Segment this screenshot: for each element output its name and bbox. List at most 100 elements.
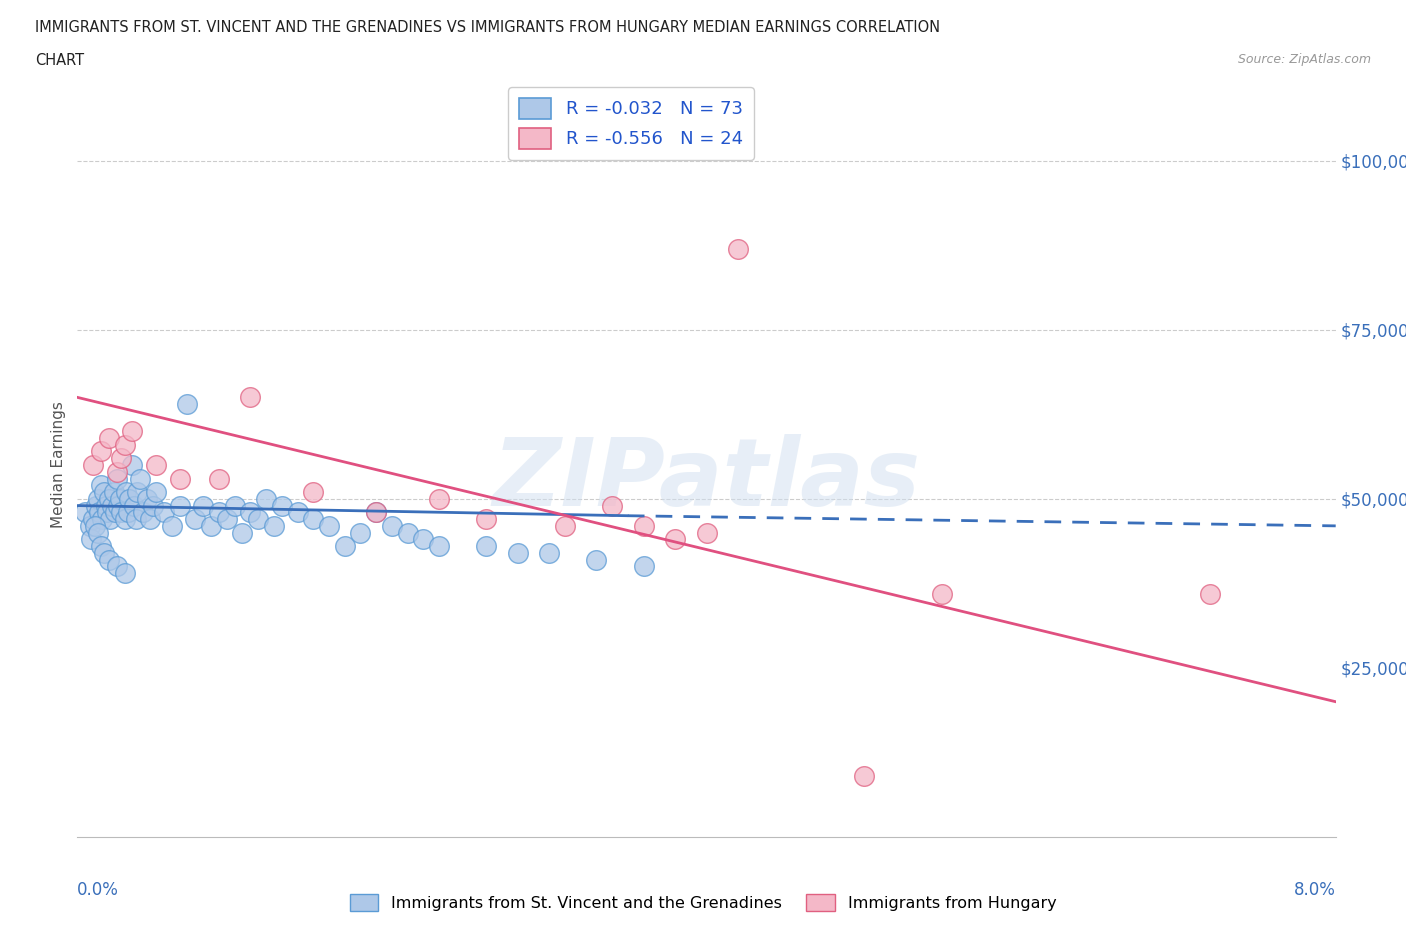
Point <box>184 512 207 526</box>
Text: CHART: CHART <box>35 53 84 68</box>
Point <box>200 518 222 533</box>
Point <box>93 485 115 499</box>
Point <box>145 485 167 499</box>
Point <box>121 458 143 472</box>
Point <box>396 525 419 540</box>
Point <box>633 518 655 533</box>
Point <box>90 444 112 458</box>
Point <box>83 518 105 533</box>
Point <box>138 512 160 526</box>
Point <box>208 472 231 486</box>
Point <box>302 485 325 499</box>
Point <box>191 498 215 513</box>
Point <box>107 498 129 513</box>
Point <box>412 532 434 547</box>
Point <box>96 505 118 520</box>
Point <box>90 538 112 553</box>
Point <box>93 546 115 561</box>
Point <box>101 498 124 513</box>
Point <box>727 241 749 256</box>
Point <box>75 505 97 520</box>
Point <box>110 505 132 520</box>
Point <box>110 451 132 466</box>
Point <box>105 559 128 574</box>
Point <box>554 518 576 533</box>
Point <box>105 472 128 486</box>
Point <box>538 546 561 561</box>
Point <box>333 538 356 553</box>
Point <box>91 512 114 526</box>
Text: 8.0%: 8.0% <box>1294 881 1336 899</box>
Text: ZIPatlas: ZIPatlas <box>492 434 921 525</box>
Point <box>381 518 404 533</box>
Point <box>254 491 277 506</box>
Point <box>105 464 128 479</box>
Point <box>318 518 340 533</box>
Point <box>931 586 953 601</box>
Point <box>208 505 231 520</box>
Point <box>97 491 120 506</box>
Point <box>87 491 110 506</box>
Point <box>127 485 149 499</box>
Point <box>239 505 262 520</box>
Point <box>160 518 183 533</box>
Point <box>132 505 155 520</box>
Text: IMMIGRANTS FROM ST. VINCENT AND THE GRENADINES VS IMMIGRANTS FROM HUNGARY MEDIAN: IMMIGRANTS FROM ST. VINCENT AND THE GREN… <box>35 20 941 35</box>
Point <box>231 525 253 540</box>
Point <box>97 431 120 445</box>
Point <box>104 505 127 520</box>
Point <box>600 498 623 513</box>
Point <box>475 512 498 526</box>
Point <box>142 498 165 513</box>
Point <box>475 538 498 553</box>
Point <box>87 525 110 540</box>
Point <box>124 512 146 526</box>
Point <box>84 498 107 513</box>
Point <box>135 491 157 506</box>
Text: Source: ZipAtlas.com: Source: ZipAtlas.com <box>1237 53 1371 66</box>
Point <box>129 472 152 486</box>
Point <box>114 565 136 580</box>
Point <box>117 505 139 520</box>
Point <box>118 491 141 506</box>
Point <box>169 498 191 513</box>
Point <box>664 532 686 547</box>
Point <box>94 498 117 513</box>
Point <box>585 552 607 567</box>
Point <box>145 458 167 472</box>
Point <box>302 512 325 526</box>
Point <box>852 769 875 784</box>
Y-axis label: Median Earnings: Median Earnings <box>51 402 66 528</box>
Point <box>263 518 285 533</box>
Point <box>247 512 270 526</box>
Point <box>121 424 143 439</box>
Point <box>108 491 131 506</box>
Point <box>97 552 120 567</box>
Legend: Immigrants from St. Vincent and the Grenadines, Immigrants from Hungary: Immigrants from St. Vincent and the Gren… <box>343 888 1063 917</box>
Point <box>103 485 125 499</box>
Point <box>287 505 309 520</box>
Point <box>366 505 388 520</box>
Point <box>122 498 145 513</box>
Point <box>506 546 529 561</box>
Point <box>90 478 112 493</box>
Point <box>176 397 198 412</box>
Point <box>79 518 101 533</box>
Point <box>224 498 246 513</box>
Point <box>427 491 450 506</box>
Point <box>215 512 238 526</box>
Legend: R = -0.032   N = 73, R = -0.556   N = 24: R = -0.032 N = 73, R = -0.556 N = 24 <box>508 87 754 160</box>
Point <box>696 525 718 540</box>
Point <box>366 505 388 520</box>
Point <box>82 512 104 526</box>
Point <box>115 485 138 499</box>
Point <box>98 512 121 526</box>
Point <box>169 472 191 486</box>
Point <box>270 498 292 513</box>
Point <box>239 390 262 405</box>
Point <box>114 437 136 452</box>
Point <box>114 512 136 526</box>
Point <box>82 458 104 472</box>
Point <box>89 505 111 520</box>
Point <box>153 505 176 520</box>
